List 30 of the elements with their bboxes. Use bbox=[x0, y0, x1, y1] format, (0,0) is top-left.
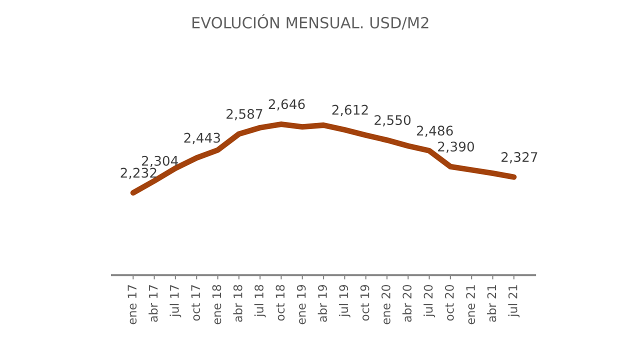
x-tick-label: oct 20 bbox=[444, 284, 454, 321]
x-tick-label: jul 19 bbox=[338, 284, 350, 318]
x-tick-label: jul 18 bbox=[254, 284, 266, 318]
data-label: 2,232 bbox=[120, 168, 156, 180]
x-tick-label: abr 20 bbox=[402, 284, 412, 322]
x-tick-label: ene 19 bbox=[296, 284, 306, 324]
x-tick-label: ene 18 bbox=[212, 284, 222, 324]
x-tick-label: abr 17 bbox=[148, 285, 158, 322]
x-tick-label: oct 17 bbox=[191, 285, 200, 321]
x-tick-label: abr 19 bbox=[318, 284, 327, 322]
data-label: 2,486 bbox=[416, 126, 453, 138]
x-tick-label: abr 21 bbox=[487, 285, 496, 322]
x-tick-label: ene 21 bbox=[466, 285, 476, 324]
data-label: 2,327 bbox=[502, 152, 538, 164]
data-label: 2,612 bbox=[332, 104, 368, 116]
x-tick-label: jul 17 bbox=[170, 285, 182, 318]
data-label: 2,443 bbox=[184, 132, 220, 144]
data-label: 2,550 bbox=[374, 115, 411, 126]
x-tick-label: ene 20 bbox=[381, 284, 390, 324]
x-tick-label: oct 19 bbox=[360, 284, 370, 321]
x-tick-label: jul 21 bbox=[508, 285, 520, 318]
x-tick-label: jul 20 bbox=[424, 284, 435, 318]
x-tick-label: oct 18 bbox=[276, 284, 285, 321]
x-tick-label: ene 17 bbox=[128, 285, 137, 324]
x-tick-label: abr 18 bbox=[233, 284, 242, 322]
data-label: 2,390 bbox=[438, 142, 474, 153]
chart-title: EVOLUCIÓN MENSUAL. USD/M2 bbox=[192, 14, 428, 30]
data-label: 2,646 bbox=[268, 99, 305, 110]
data-label: 2,304 bbox=[142, 156, 178, 168]
data-label: 2,587 bbox=[226, 108, 262, 120]
